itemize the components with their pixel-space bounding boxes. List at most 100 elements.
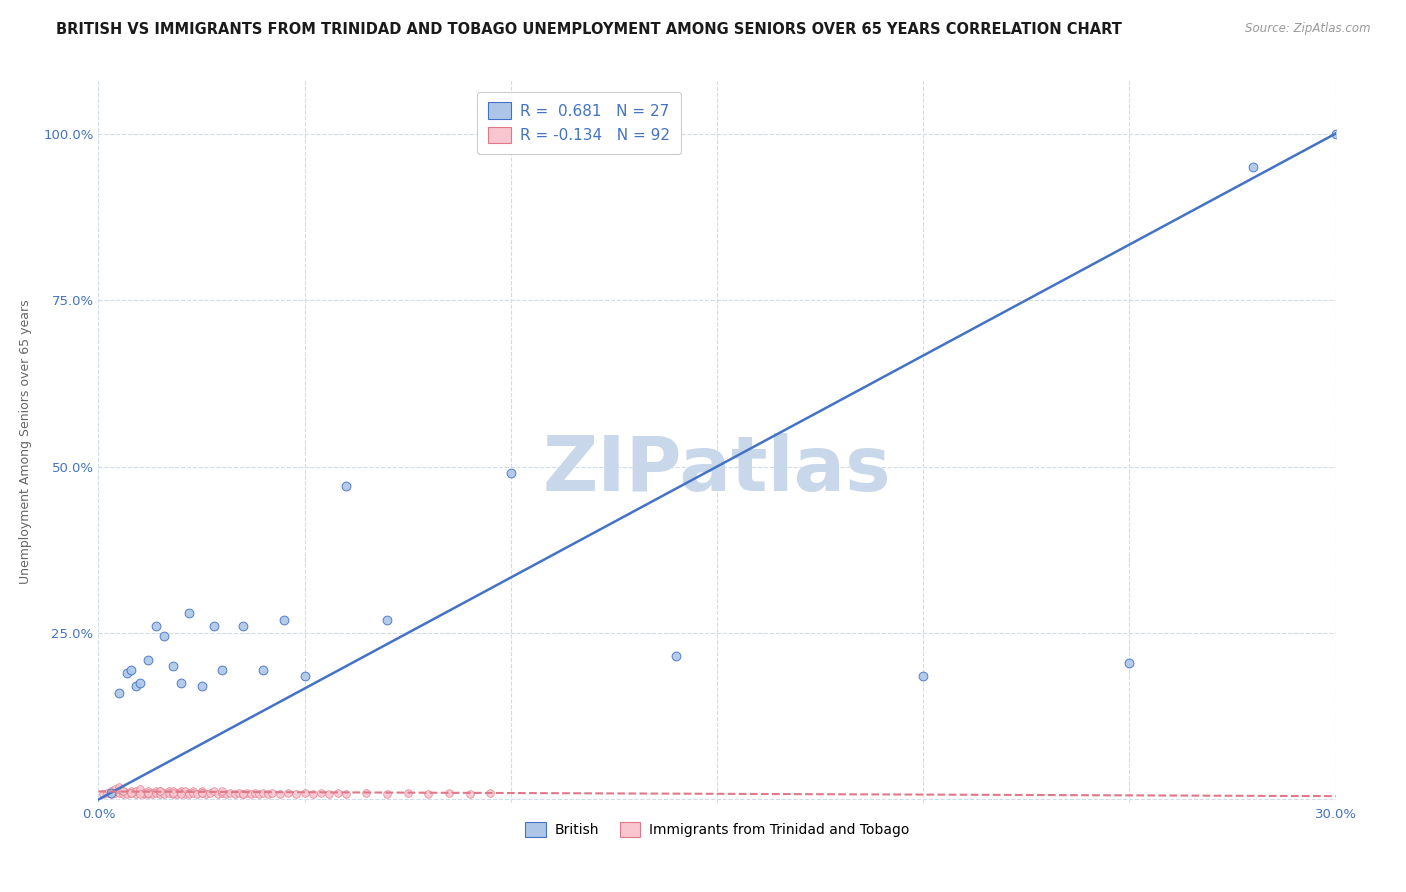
Point (145, 619, 167, 633)
Point (124, 787, 146, 801)
Point (136, 652, 159, 666)
Point (108, 780, 131, 795)
Point (120, 663, 142, 677)
Point (243, 786, 266, 800)
Point (190, 786, 212, 800)
Point (112, 784, 135, 798)
Point (211, 784, 233, 798)
Point (108, 782, 131, 797)
Point (179, 606, 201, 620)
Point (1324, 127, 1347, 141)
Point (170, 784, 193, 798)
Point (117, 665, 139, 680)
Point (166, 786, 188, 800)
Point (120, 784, 142, 798)
Point (273, 613, 295, 627)
Point (335, 479, 357, 493)
Point (228, 786, 250, 800)
Point (166, 787, 188, 801)
Point (100, 786, 122, 800)
Point (104, 782, 127, 797)
Point (458, 787, 481, 801)
Point (499, 466, 522, 480)
Point (170, 787, 193, 801)
Point (117, 787, 139, 801)
Point (437, 786, 460, 800)
Point (236, 786, 259, 800)
Point (157, 784, 180, 798)
Point (120, 786, 142, 800)
Point (120, 786, 142, 800)
Point (149, 784, 172, 798)
Text: Source: ZipAtlas.com: Source: ZipAtlas.com (1246, 22, 1371, 36)
Point (128, 786, 150, 800)
Point (215, 787, 238, 801)
Point (128, 782, 150, 797)
Point (136, 787, 159, 801)
Point (112, 784, 135, 798)
Point (136, 784, 159, 798)
Point (294, 669, 316, 683)
Point (132, 787, 155, 801)
Point (198, 786, 221, 800)
Point (232, 787, 254, 801)
Point (124, 679, 146, 693)
Point (190, 784, 212, 798)
Point (100, 787, 122, 801)
Point (396, 786, 419, 800)
Point (186, 787, 208, 801)
Text: BRITISH VS IMMIGRANTS FROM TRINIDAD AND TOBAGO UNEMPLOYMENT AMONG SENIORS OVER 6: BRITISH VS IMMIGRANTS FROM TRINIDAD AND … (56, 22, 1122, 37)
Point (232, 619, 254, 633)
Point (219, 786, 242, 800)
Point (356, 786, 378, 800)
Point (260, 786, 283, 800)
Point (232, 787, 254, 801)
Point (252, 786, 274, 800)
Point (211, 663, 233, 677)
Legend: British, Immigrants from Trinidad and Tobago: British, Immigrants from Trinidad and To… (519, 817, 915, 843)
Point (153, 787, 176, 801)
Point (1118, 656, 1140, 670)
Point (190, 679, 212, 693)
Point (174, 787, 197, 801)
Point (124, 784, 146, 798)
Point (375, 787, 398, 801)
Point (375, 613, 398, 627)
Point (181, 784, 204, 798)
Point (302, 787, 325, 801)
Point (224, 787, 246, 801)
Point (157, 786, 180, 800)
Point (179, 787, 201, 801)
Point (112, 787, 135, 801)
Point (207, 787, 229, 801)
Point (136, 786, 159, 800)
Point (181, 786, 204, 800)
Point (252, 663, 274, 677)
Point (202, 619, 225, 633)
Point (665, 649, 688, 664)
Point (294, 786, 316, 800)
Point (269, 787, 291, 801)
Point (190, 786, 212, 800)
Point (335, 787, 357, 801)
Point (194, 787, 217, 801)
Point (145, 784, 167, 798)
Point (1241, 160, 1264, 174)
Point (240, 787, 263, 801)
Point (162, 784, 184, 798)
Point (211, 786, 233, 800)
Point (326, 786, 349, 800)
Point (479, 786, 502, 800)
Point (162, 786, 184, 800)
Point (96, 786, 118, 800)
Point (108, 686, 131, 700)
Point (91, 787, 114, 801)
Point (117, 786, 139, 800)
Point (418, 787, 440, 801)
Point (170, 676, 193, 690)
Point (285, 787, 308, 801)
Point (141, 787, 163, 801)
Point (179, 786, 201, 800)
Point (162, 787, 184, 801)
Point (100, 784, 122, 798)
